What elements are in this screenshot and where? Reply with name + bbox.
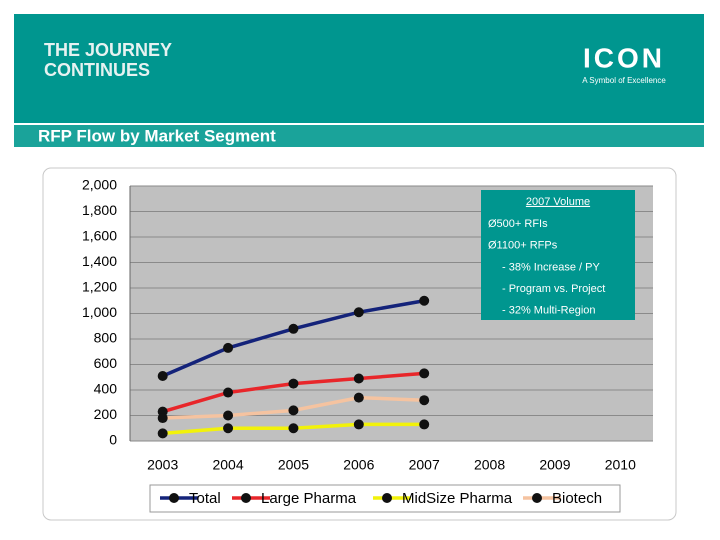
legend-label: Large Pharma (261, 490, 357, 507)
x-tick-label: 2005 (278, 457, 309, 473)
x-tick-label: 2009 (539, 457, 570, 473)
point (353, 373, 364, 384)
x-tick-label: 2003 (147, 457, 178, 473)
x-tick-label: 2004 (212, 457, 243, 473)
legend-label: Total (189, 490, 221, 507)
annotation-line: Ø1100+ RFPs (488, 240, 558, 252)
logo: ICON (583, 42, 665, 73)
legend-marker (532, 493, 542, 503)
point (288, 378, 299, 389)
y-tick-label: 400 (94, 381, 118, 397)
point (223, 387, 234, 398)
x-tick-label: 2008 (474, 457, 505, 473)
point (419, 395, 430, 406)
point (353, 392, 364, 403)
legend-label: Biotech (552, 490, 602, 507)
annotation-title: 2007 Volume (526, 196, 590, 208)
x-tick-label: 2010 (605, 457, 636, 473)
point (353, 307, 364, 318)
y-tick-label: 200 (94, 406, 118, 422)
annotation-line: Ø500+ RFIs (488, 218, 548, 230)
annotation-line: - 32% Multi-Region (502, 305, 596, 317)
point (419, 368, 430, 379)
y-tick-label: 1,600 (82, 228, 117, 244)
annotation-line: - 38% Increase / PY (502, 261, 600, 273)
y-tick-label: 1,800 (82, 202, 117, 218)
point (419, 419, 430, 430)
y-tick-label: 800 (94, 330, 118, 346)
point (223, 342, 234, 353)
point (157, 413, 168, 424)
point (157, 428, 168, 439)
y-tick-label: 1,000 (82, 304, 117, 320)
point (288, 405, 299, 416)
slide-title: RFP Flow by Market Segment (38, 126, 276, 145)
point (353, 419, 364, 430)
legend-marker (241, 493, 251, 503)
annotation-line: - Program vs. Project (502, 283, 605, 295)
point (223, 410, 234, 421)
y-tick-label: 2,000 (82, 177, 117, 193)
title-strip (14, 125, 704, 147)
y-tick-label: 600 (94, 355, 118, 371)
x-tick-label: 2006 (343, 457, 374, 473)
legend-marker (382, 493, 392, 503)
y-tick-label: 1,400 (82, 253, 117, 269)
legend-label: MidSize Pharma (402, 490, 513, 507)
point (223, 423, 234, 434)
logo-subtitle: A Symbol of Excellence (582, 76, 666, 85)
point (419, 295, 430, 306)
annotation-box (481, 190, 635, 320)
point (157, 370, 168, 381)
legend-marker (169, 493, 179, 503)
tagline: THE JOURNEY (44, 40, 172, 60)
point (288, 323, 299, 334)
point (288, 423, 299, 434)
x-tick-label: 2007 (409, 457, 440, 473)
y-tick-label: 1,200 (82, 279, 117, 295)
header-band (14, 14, 704, 123)
y-tick-label: 0 (109, 432, 117, 448)
tagline: CONTINUES (44, 60, 150, 80)
